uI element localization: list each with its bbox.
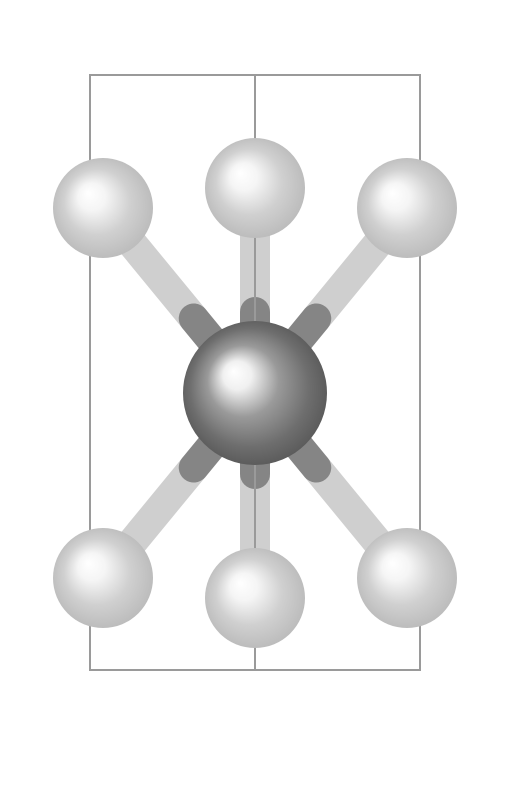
ligand-atom-top-right	[357, 158, 457, 258]
ligand-atom-bottom-mid	[205, 548, 305, 648]
ligand-atom-bottom-right	[357, 528, 457, 628]
ligand-atom-top-mid	[205, 138, 305, 238]
center-atom-layer	[183, 321, 327, 465]
ligand-atom-bottom-left	[53, 528, 153, 628]
ligand-atom-top-left	[53, 158, 153, 258]
center-atom	[183, 321, 327, 465]
molecule-diagram	[0, 0, 506, 790]
